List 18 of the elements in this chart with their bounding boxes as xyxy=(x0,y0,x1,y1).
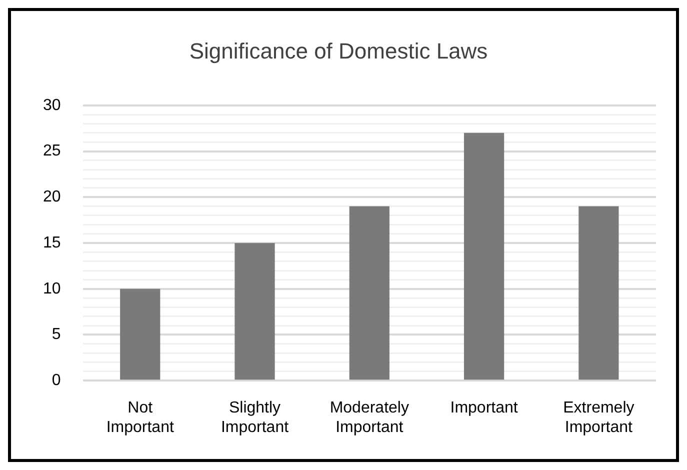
bar xyxy=(578,206,619,380)
y-tick-label: 20 xyxy=(43,188,61,206)
bar xyxy=(464,132,504,380)
x-tick-label: Not Important xyxy=(106,400,174,436)
chart-title: Significance of Domestic Laws xyxy=(189,38,488,64)
x-tick-label: Extremely Important xyxy=(563,400,634,436)
x-tick-label: Moderately Important xyxy=(330,400,409,436)
y-tick-label: 30 xyxy=(43,96,61,114)
x-tick-label: Important xyxy=(450,400,518,417)
bar xyxy=(234,243,275,380)
y-tick-label: 15 xyxy=(43,234,61,252)
y-tick-label: 10 xyxy=(43,280,61,298)
y-tick-label: 5 xyxy=(52,326,61,344)
x-tick-label: Slightly Important xyxy=(220,400,290,436)
bar xyxy=(349,206,390,380)
y-tick-label: 25 xyxy=(43,142,61,160)
y-tick-label: 0 xyxy=(52,372,61,390)
bar xyxy=(120,288,160,380)
